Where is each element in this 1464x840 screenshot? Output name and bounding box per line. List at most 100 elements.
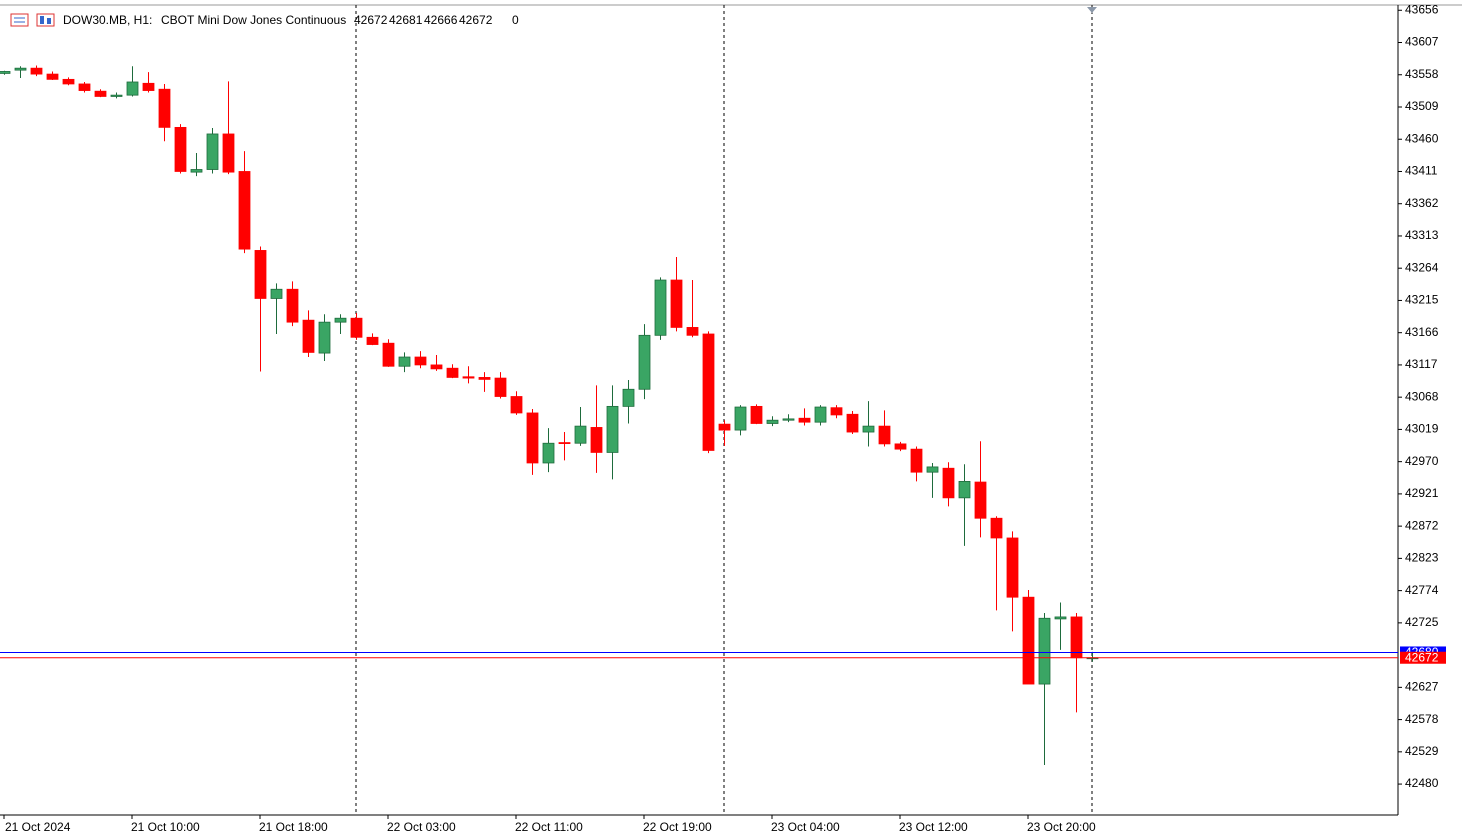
x-tick-label: 23 Oct 20:00 xyxy=(1027,820,1096,834)
y-tick-label: 42921 xyxy=(1405,486,1439,500)
candle-body xyxy=(686,327,699,336)
candle-body xyxy=(782,418,795,421)
y-tick-label: 42872 xyxy=(1405,518,1439,532)
candle-body xyxy=(926,466,939,473)
candle-body xyxy=(446,367,459,378)
candle-body xyxy=(414,356,427,366)
x-tick-label: 23 Oct 04:00 xyxy=(771,820,840,834)
candle-body xyxy=(14,67,27,71)
candle-body xyxy=(510,396,523,414)
x-tick-label: 22 Oct 11:00 xyxy=(515,820,583,834)
y-tick-label: 43607 xyxy=(1405,35,1439,49)
candle-body xyxy=(126,81,139,96)
candle-body xyxy=(318,321,331,354)
candle-body xyxy=(702,333,715,451)
candle-body xyxy=(302,319,315,353)
candle-body xyxy=(62,78,75,85)
y-tick-label: 42529 xyxy=(1405,744,1439,758)
candle-body xyxy=(222,133,235,173)
candle-body xyxy=(942,467,955,499)
y-tick-label: 43166 xyxy=(1405,325,1439,339)
y-tick-label: 43215 xyxy=(1405,293,1439,307)
candle-body xyxy=(526,412,539,464)
candle-body xyxy=(78,83,91,91)
candle-body xyxy=(718,423,731,431)
candle-body xyxy=(158,88,171,128)
y-tick-label: 43460 xyxy=(1405,131,1439,145)
y-tick-label: 43362 xyxy=(1405,196,1439,210)
candle-body xyxy=(606,405,619,453)
candle-body xyxy=(574,425,587,444)
y-tick-label: 42627 xyxy=(1405,680,1439,694)
candle-body xyxy=(462,376,475,379)
candle-body xyxy=(1070,616,1083,659)
y-tick-label: 43411 xyxy=(1405,164,1438,178)
shift-marker[interactable] xyxy=(1087,7,1097,13)
candle-body xyxy=(478,377,491,380)
y-tick-label: 43656 xyxy=(1405,2,1439,16)
icon-chart[interactable] xyxy=(36,13,55,27)
candle-body xyxy=(670,279,683,328)
candle-body xyxy=(654,279,667,336)
description: CBOT Mini Dow Jones Continuous xyxy=(161,13,346,27)
candle-body xyxy=(846,413,859,433)
candle-body xyxy=(798,417,811,423)
header-icons xyxy=(10,13,55,27)
y-tick-label: 43264 xyxy=(1405,260,1439,274)
y-tick-label: 42774 xyxy=(1405,583,1439,597)
candle-body xyxy=(110,94,123,97)
candle-body xyxy=(542,442,555,464)
candle-body xyxy=(1038,617,1051,685)
candle-body xyxy=(1022,596,1035,685)
bid-label: 42672 xyxy=(1405,650,1439,664)
header-close: 42672 xyxy=(459,13,493,27)
y-tick-label: 43019 xyxy=(1405,422,1439,436)
candle-body xyxy=(46,73,59,80)
candle-body xyxy=(430,364,443,370)
candle-body xyxy=(894,443,907,450)
candle-body xyxy=(830,407,843,416)
candle-body xyxy=(1054,616,1067,620)
candle-body xyxy=(622,388,635,407)
candle-body xyxy=(558,442,571,444)
x-tick-label: 21 Oct 2024 xyxy=(5,820,71,834)
candle-body xyxy=(254,250,267,299)
x-tick-label: 22 Oct 19:00 xyxy=(643,820,712,834)
candle-body xyxy=(814,406,827,423)
candle-body xyxy=(398,356,411,367)
candle-body xyxy=(910,448,923,473)
x-tick-label: 23 Oct 12:00 xyxy=(899,820,968,834)
y-tick-label: 42578 xyxy=(1405,712,1439,726)
y-tick-label: 42725 xyxy=(1405,615,1439,629)
icon-bar xyxy=(40,16,44,24)
candle-body xyxy=(206,133,219,170)
icon-list[interactable] xyxy=(10,13,29,27)
candle-body xyxy=(142,82,155,91)
header-high: 42681 xyxy=(389,13,423,27)
y-tick-label: 43509 xyxy=(1405,99,1439,113)
x-tick-label: 22 Oct 03:00 xyxy=(387,820,456,834)
candle-body xyxy=(366,336,379,345)
candle-body xyxy=(94,90,107,97)
candle-body xyxy=(382,342,395,367)
x-tick-label: 21 Oct 18:00 xyxy=(259,820,328,834)
y-tick-label: 42970 xyxy=(1405,454,1439,468)
y-tick-label: 43117 xyxy=(1405,357,1438,371)
candle-body xyxy=(350,317,363,338)
candle-body xyxy=(958,480,971,499)
candle-body xyxy=(190,169,203,173)
header-low: 42666 xyxy=(424,13,458,27)
y-tick-label: 43068 xyxy=(1405,389,1439,403)
y-tick-label: 42480 xyxy=(1405,776,1439,790)
y-tick-label: 43313 xyxy=(1405,228,1439,242)
candle-body xyxy=(494,377,507,397)
symbol: DOW30.MB, H1: xyxy=(63,13,152,27)
y-tick-label: 42823 xyxy=(1405,551,1439,565)
y-tick-label: 43558 xyxy=(1405,67,1439,81)
candle-body xyxy=(734,406,747,431)
x-tick-label: 21 Oct 10:00 xyxy=(131,820,200,834)
candle-body xyxy=(174,126,187,172)
candle-body xyxy=(862,425,875,433)
candle-body xyxy=(238,171,251,250)
